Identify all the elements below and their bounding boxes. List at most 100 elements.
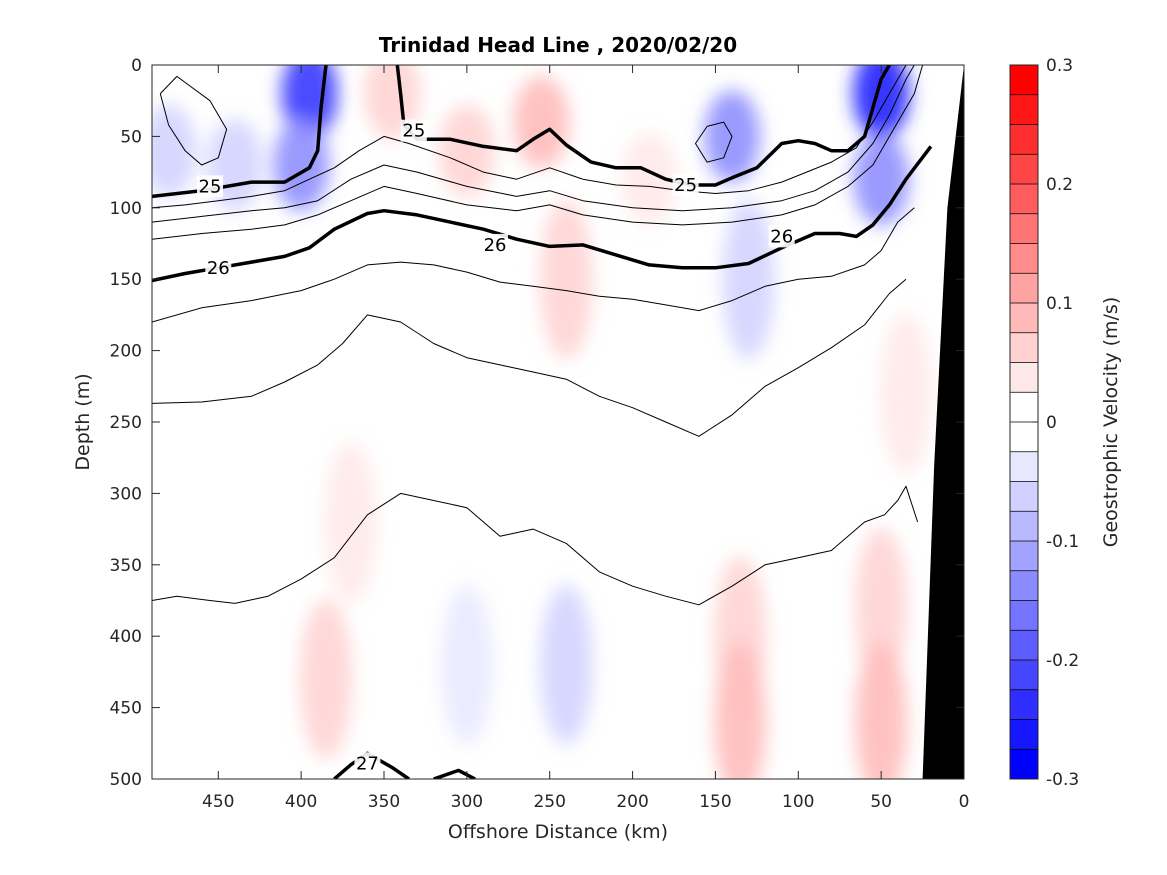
x-tick-label: 200 <box>616 792 648 812</box>
y-axis-label: Depth (m) <box>72 373 94 470</box>
colorbar-tick-label: 0 <box>1046 413 1057 433</box>
y-tick-label: 200 <box>110 342 142 362</box>
colorbar-segment <box>1010 541 1038 572</box>
isopycnal <box>152 207 915 323</box>
colorbar-segment <box>1010 124 1038 155</box>
isopycnal-contours <box>152 65 933 779</box>
y-tick-label: 300 <box>110 484 142 504</box>
velocity-patch <box>880 313 932 474</box>
y-tick-label: 350 <box>110 556 142 576</box>
x-tick-label: 50 <box>870 792 892 812</box>
contour-label: 26 <box>207 258 230 279</box>
colorbar-tick-label: -0.2 <box>1046 651 1079 671</box>
colorbar-segment <box>1010 184 1038 215</box>
colorbar-segment <box>1010 303 1038 334</box>
velocity-patch <box>273 118 330 211</box>
velocity-patch <box>540 199 593 360</box>
colorbar-segment <box>1010 481 1038 512</box>
y-tick-label: 400 <box>110 627 142 647</box>
velocity-patch <box>853 65 910 140</box>
y-tick-label: 0 <box>131 56 142 76</box>
velocity-patch <box>438 104 495 197</box>
colorbar-tick-label: -0.1 <box>1046 532 1079 552</box>
x-tick-label: 400 <box>285 792 317 812</box>
y-tick-label: 50 <box>120 127 142 147</box>
colorbar-segment <box>1010 94 1038 125</box>
colorbar-tick-label: 0.3 <box>1046 56 1073 76</box>
velocity-patch <box>855 527 908 688</box>
velocity-patch <box>714 641 767 779</box>
isopycnal <box>152 65 924 240</box>
isopycnal <box>159 75 228 166</box>
contour-label: 26 <box>770 226 793 247</box>
colorbar-segment <box>1010 213 1038 244</box>
x-tick-label: 250 <box>533 792 565 812</box>
velocity-patch <box>440 584 493 745</box>
velocity-patch <box>513 76 570 169</box>
colorbar-segment <box>1010 392 1038 423</box>
colorbar-segment <box>1010 600 1038 631</box>
colorbar-segment <box>1010 719 1038 750</box>
y-tick-label: 450 <box>110 699 142 719</box>
x-axis-label: Offshore Distance (km) <box>448 821 668 843</box>
colorbar-tick-label: 0.2 <box>1046 175 1073 195</box>
isopycnal-bold <box>395 65 891 187</box>
y-tick-label: 250 <box>110 413 142 433</box>
x-axis: 450 400 350 300 250 200 150 100 50 0 <box>202 65 969 812</box>
contour-labels: 25 25 25 26 26 26 27 <box>197 119 795 775</box>
colorbar-segment <box>1010 65 1038 96</box>
x-tick-label: 450 <box>202 792 234 812</box>
colorbar-label: Geostrophic Velocity (m/s) <box>1100 297 1122 547</box>
isopycnal <box>152 278 907 437</box>
velocity-patch <box>621 133 678 226</box>
x-tick-label: 150 <box>699 792 731 812</box>
colorbar-tick-label: 0.1 <box>1046 294 1073 314</box>
colorbar-segment <box>1010 689 1038 720</box>
isopycnal-bold <box>152 145 933 283</box>
seafloor <box>922 65 964 779</box>
contour-label: 26 <box>484 235 507 256</box>
contour-label: 25 <box>402 121 425 142</box>
contour-label-bg <box>768 225 795 248</box>
contour-label: 25 <box>674 175 697 196</box>
y-tick-label: 500 <box>110 770 142 790</box>
contour-label-bg <box>205 256 232 279</box>
contour-label: 25 <box>199 176 222 197</box>
contour-label-bg <box>482 233 509 256</box>
x-tick-label: 100 <box>782 792 814 812</box>
velocity-patch <box>722 199 775 360</box>
velocity-patch <box>324 441 377 602</box>
topography <box>922 65 964 779</box>
colorbar-segment <box>1010 154 1038 185</box>
velocity-patch <box>855 641 908 779</box>
x-tick-label: 300 <box>451 792 483 812</box>
isopycnal <box>152 65 907 209</box>
velocity-patch <box>540 584 593 745</box>
colorbar-segment <box>1010 332 1038 363</box>
y-tick-label: 150 <box>110 270 142 290</box>
colorbar-segment <box>1010 749 1038 780</box>
colorbar-segment <box>1010 570 1038 601</box>
colorbar: 0.3 0.2 0.1 0 -0.1 -0.2 -0.3 <box>1009 56 1079 790</box>
colorbar-tick-label: -0.3 <box>1046 770 1079 790</box>
isopycnal <box>695 121 733 163</box>
isopycnal <box>152 65 915 223</box>
colorbar-segment <box>1010 660 1038 691</box>
colorbar-segment <box>1010 630 1038 661</box>
velocity-patch <box>300 599 352 760</box>
colorbar-segment <box>1010 362 1038 393</box>
velocity-patch <box>853 133 910 226</box>
contour-label-bg <box>672 173 699 196</box>
chart-title: Trinidad Head Line , 2020/02/20 <box>379 33 737 57</box>
colorbar-segment <box>1010 243 1038 274</box>
contour-label: 27 <box>356 753 379 774</box>
colorbar-segment <box>1010 273 1038 304</box>
contour-label-bg <box>197 175 223 198</box>
x-tick-label: 350 <box>368 792 400 812</box>
colorbar-segment <box>1010 511 1038 542</box>
contour-label-bg <box>400 119 427 142</box>
velocity-patch <box>152 104 197 197</box>
isopycnal <box>152 485 919 606</box>
y-tick-label: 100 <box>110 199 142 219</box>
